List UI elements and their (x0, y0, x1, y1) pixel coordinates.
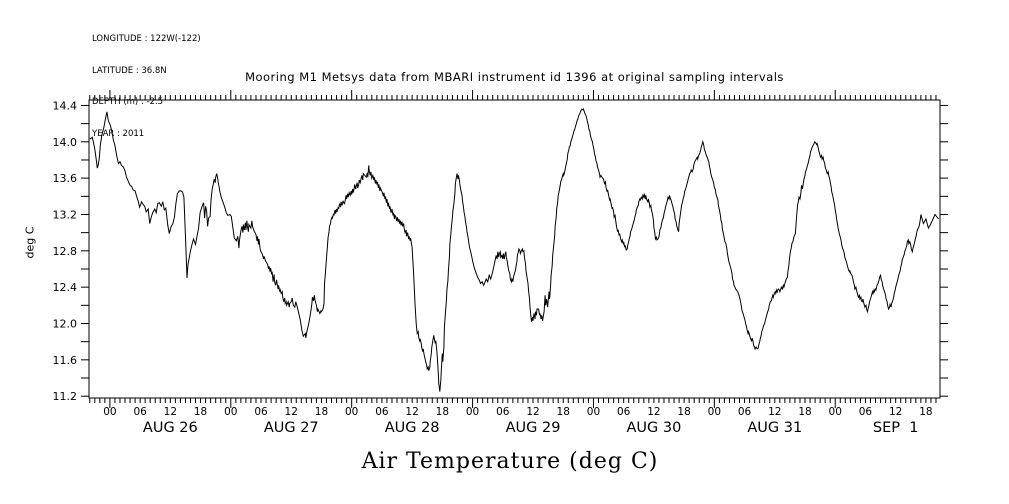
x-axis-hour-label: 00 (708, 406, 721, 418)
x-axis-hour-label: 06 (496, 406, 510, 418)
plot-title: Mooring M1 Metsys data from MBARI instru… (245, 70, 784, 84)
x-axis-hour-label: 06 (133, 406, 147, 418)
x-axis-day-label: AUG 27 (264, 420, 319, 436)
x-axis-hour-label: 06 (738, 406, 752, 418)
x-axis-hour-label: 06 (617, 406, 631, 418)
x-axis-day-label: AUG 28 (385, 420, 440, 436)
y-axis-tick-label: 11.2 (53, 390, 78, 403)
x-axis-hour-label: 12 (768, 406, 781, 418)
plot-frame (88, 99, 941, 399)
x-axis-hour-label: 18 (194, 406, 207, 418)
x-axis-hour-label: 12 (647, 406, 660, 418)
x-axis-hour-label: 18 (677, 406, 690, 418)
y-axis-tick-label: 12.0 (53, 318, 78, 331)
metadata-line-longitude: LONGITUDE : 122W(-122) (92, 34, 201, 44)
x-axis-hour-label: 06 (375, 406, 389, 418)
x-axis-hour-label: 00 (829, 406, 842, 418)
x-axis-hour-label: 18 (919, 406, 932, 418)
x-axis-hour-label: 00 (224, 406, 237, 418)
y-axis-tick-label: 11.6 (53, 354, 78, 367)
x-axis-hour-label: 18 (436, 406, 449, 418)
x-axis-hour-label: 18 (315, 406, 328, 418)
x-axis-hour-label: 00 (345, 406, 358, 418)
x-axis-hour-label: 06 (859, 406, 873, 418)
y-axis-tick-label: 14.4 (53, 99, 78, 112)
y-axis-tick-label: 14.0 (53, 136, 78, 149)
y-axis-tick-label: 12.4 (53, 281, 78, 294)
x-axis-hour-label: 12 (405, 406, 418, 418)
x-axis-hour-label: 00 (587, 406, 600, 418)
metadata-line-depth: DEPTH (m) : -2.5 (92, 97, 164, 107)
metadata-line-year: YEAR : 2011 (92, 128, 145, 139)
y-axis-tick-label: 12.8 (53, 245, 78, 258)
x-axis-hour-label: 18 (798, 406, 811, 418)
x-axis-hour-label: 12 (285, 406, 298, 418)
x-axis-hour-label: 12 (526, 406, 539, 418)
x-axis-hour-label: 00 (466, 406, 479, 418)
metadata-line-latitude: LATITUDE : 36.8N (92, 65, 167, 76)
x-axis-hour-label: 00 (103, 406, 116, 418)
x-axis-caption: Air Temperature (deg C) (361, 449, 659, 474)
y-axis-tick-label: 13.2 (53, 208, 78, 221)
temperature-line (89, 107, 939, 392)
y-axis-tick-label: 13.6 (53, 172, 78, 185)
x-axis-day-label: AUG 31 (747, 420, 802, 436)
x-axis-day-label: AUG 26 (143, 420, 198, 436)
x-axis-day-label: SEP 1 (873, 420, 919, 436)
x-axis-hour-label: 12 (889, 406, 902, 418)
plot-metadata: LONGITUDE : 122W(-122) LATITUDE : 36.8N … (92, 13, 201, 160)
x-axis-hour-label: 18 (557, 406, 570, 418)
x-axis-hour-label: 12 (164, 406, 177, 418)
x-axis-day-label: AUG 29 (506, 420, 561, 436)
x-axis-hour-label: 06 (254, 406, 268, 418)
x-axis-day-label: AUG 30 (626, 420, 681, 436)
